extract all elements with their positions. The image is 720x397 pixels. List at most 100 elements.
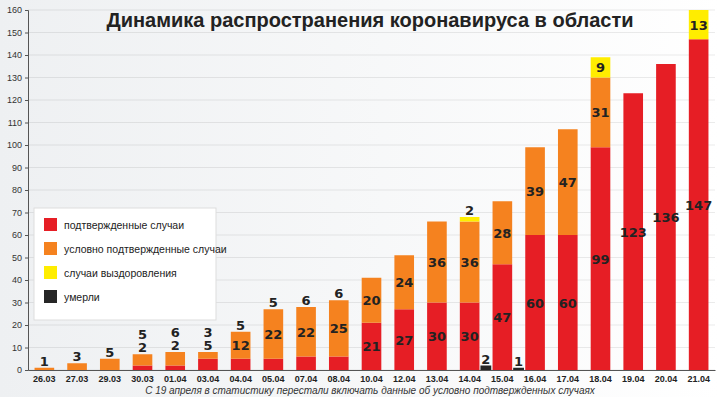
data-label: 2 (171, 338, 180, 353)
y-tick: 50 (12, 253, 28, 263)
y-tick-label: 40 (12, 275, 22, 285)
x-tick: 03.04 (197, 370, 220, 384)
bar (591, 57, 611, 77)
y-tick-mark (25, 258, 28, 259)
x-tick: 14.04 (458, 370, 481, 384)
y-tick-label: 70 (12, 208, 22, 218)
y-tick-mark (25, 213, 28, 214)
y-tick-label: 0 (17, 365, 22, 375)
bar (198, 359, 218, 370)
bar (100, 359, 120, 370)
y-tick: 100 (7, 140, 28, 150)
y-tick-label: 120 (7, 95, 22, 105)
y-tick-mark (25, 100, 28, 101)
y-tick-mark (25, 370, 28, 371)
y-tick: 160 (7, 5, 28, 15)
data-label: 21 (362, 339, 380, 354)
y-tick: 120 (7, 95, 28, 105)
legend-label: подтвержденные случаи (64, 219, 184, 231)
legend-swatch (44, 218, 57, 231)
bar (525, 235, 545, 370)
bar (165, 366, 185, 371)
y-tick-label: 90 (12, 163, 22, 173)
legend-item: умерли (44, 290, 100, 303)
x-tick-label: 08.04 (328, 374, 351, 384)
legend-item: условно подтвержденные случаи (44, 242, 227, 255)
x-tick: 27.03 (66, 370, 89, 384)
data-label: 36 (428, 255, 446, 270)
grid-line (28, 190, 715, 191)
bar (329, 357, 349, 371)
y-tick: 150 (7, 28, 28, 38)
bar (296, 307, 316, 357)
x-tick: 20.04 (655, 370, 678, 384)
x-tick-label: 05.04 (262, 374, 285, 384)
data-label: 39 (526, 184, 544, 199)
footnote: С 19 апреля в статистику перестали включ… (145, 385, 596, 396)
x-tick-label: 12.04 (393, 374, 416, 384)
x-tick-label: 27.03 (66, 374, 89, 384)
legend: подтвержденные случаи условно подтвержден… (34, 208, 227, 320)
data-label: 47 (493, 310, 511, 325)
x-tick: 13.04 (426, 370, 449, 384)
title: Динамика распространения коронавируса в … (106, 9, 633, 31)
data-label: 13 (690, 18, 708, 33)
bar (591, 147, 611, 370)
x-tick: 10.04 (360, 370, 383, 384)
x-tick-label: 13.04 (426, 374, 449, 384)
x-tick: 19.04 (622, 370, 645, 384)
bar (394, 255, 414, 309)
x-tick-label: 01.04 (164, 374, 187, 384)
data-label: 6 (334, 286, 343, 301)
data-label: 6 (171, 325, 180, 340)
grid-line (28, 55, 715, 56)
x-tick-label: 03.04 (197, 374, 220, 384)
data-label: 2 (481, 352, 490, 367)
bar (558, 129, 578, 235)
bar (296, 357, 316, 371)
y-tick-label: 100 (7, 140, 22, 150)
data-label: 22 (297, 325, 315, 340)
y-tick: 0 (17, 365, 28, 375)
legend-item: подтвержденные случаи (44, 218, 184, 231)
y-tick-label: 60 (12, 230, 22, 240)
y-tick-mark (25, 325, 28, 326)
bar (362, 278, 382, 323)
x-tick-label: 04.04 (229, 374, 252, 384)
data-label: 1 (514, 354, 523, 369)
y-tick-mark (25, 123, 28, 124)
x-tick: 15.04 (491, 370, 514, 384)
data-label: 147 (685, 198, 712, 213)
x-tick: 26.03 (33, 370, 56, 384)
y-tick: 90 (12, 163, 28, 173)
data-label: 47 (559, 175, 577, 190)
x-tick-label: 20.04 (655, 374, 678, 384)
x-tick-label: 15.04 (491, 374, 514, 384)
y-tick-mark (25, 55, 28, 56)
bar (198, 352, 218, 359)
x-tick: 21.04 (687, 370, 710, 384)
bar (165, 352, 185, 366)
x-tick-label: 16.04 (524, 374, 547, 384)
y-tick-mark (25, 33, 28, 34)
data-label: 3 (73, 349, 82, 364)
x-tick: 07.04 (295, 370, 318, 384)
y-tick-mark (25, 78, 28, 79)
data-label: 9 (596, 60, 605, 75)
background (0, 0, 720, 397)
data-label: 28 (493, 226, 511, 241)
data-label: 5 (203, 338, 212, 353)
bar (231, 332, 251, 359)
data-label: 25 (330, 321, 348, 336)
y-tick: 110 (8, 118, 28, 128)
y-axis: 0102030405060708090100110120130140150160 (7, 5, 29, 375)
y-tick-label: 30 (12, 298, 22, 308)
bar (264, 359, 284, 370)
y-tick-mark (25, 145, 28, 146)
data-label: 27 (395, 333, 413, 348)
x-tick-label: 21.04 (687, 374, 710, 384)
y-tick: 60 (12, 230, 28, 240)
data-label: 5 (236, 318, 245, 333)
data-label: 5 (138, 327, 147, 342)
grid-line (28, 167, 715, 168)
